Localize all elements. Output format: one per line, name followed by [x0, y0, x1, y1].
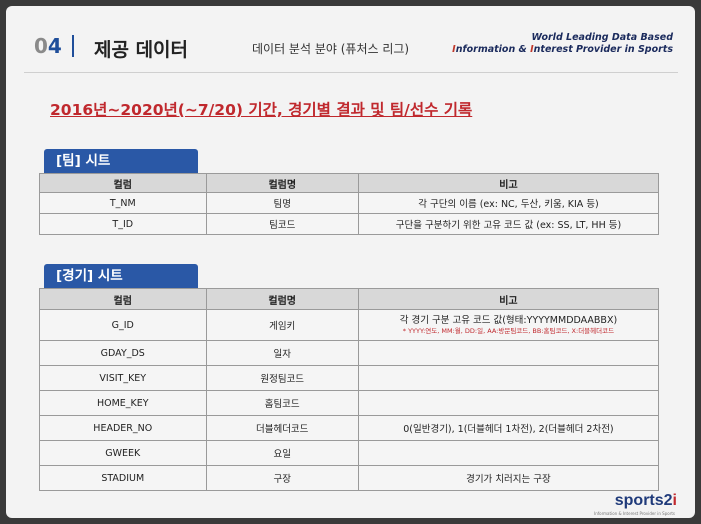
- table-row: T_ID 팀코드 구단을 구분하기 위한 고유 코드 값 (ex: SS, LT…: [39, 213, 660, 235]
- header-rule: [24, 72, 678, 73]
- cell-name: 홈팀코드: [205, 390, 359, 416]
- game-sheet-table: 컬럼 컬럼명 비고 G_ID 게임키 각 경기 구분 고유 코드 값(형태:YY…: [39, 288, 660, 491]
- cell-note: [357, 440, 660, 466]
- section-heading: 2016년~2020년(~7/20) 기간, 경기별 결과 및 팀/선수 기록: [50, 101, 473, 119]
- cell-note: 각 경기 구분 고유 코드 값(형태:YYYYMMDDAABBX) * YYYY…: [357, 309, 660, 341]
- column-header: 컬럼: [39, 288, 207, 310]
- table-row: G_ID 게임키 각 경기 구분 고유 코드 값(형태:YYYYMMDDAABB…: [39, 309, 660, 341]
- column-header: 컬럼명: [205, 288, 359, 310]
- cell-column: GWEEK: [39, 440, 207, 466]
- cell-note: [357, 340, 660, 366]
- table-row: GWEEK 요일: [39, 440, 660, 466]
- cell-name: 원정팀코드: [205, 365, 359, 391]
- team-sheet-tab: [팀] 시트: [44, 149, 198, 173]
- column-header: 컬럼명: [205, 173, 359, 193]
- cell-column: STADIUM: [39, 465, 207, 491]
- cell-column: HOME_KEY: [39, 390, 207, 416]
- cell-name: 요일: [205, 440, 359, 466]
- game-sheet-tab: [경기] 시트: [44, 264, 198, 288]
- column-header: 비고: [357, 173, 660, 193]
- page-subtitle: 데이터 분석 분야 (퓨처스 리그): [252, 42, 410, 56]
- cell-name: 팀명: [205, 192, 359, 214]
- cell-name: 일자: [205, 340, 359, 366]
- slide-header: 04 제공 데이터 데이터 분석 분야 (퓨처스 리그) World Leadi…: [6, 6, 695, 74]
- table-row: VISIT_KEY 원정팀코드: [39, 365, 660, 391]
- cell-name: 구장: [205, 465, 359, 491]
- tagline-initial-2: I: [530, 44, 534, 55]
- cell-note: 구단을 구분하기 위한 고유 코드 값 (ex: SS, LT, HH 등): [357, 213, 660, 235]
- section-number: 04: [34, 34, 62, 58]
- logo-text: sports2: [614, 492, 673, 509]
- tagline-word-1: nformation &: [455, 44, 531, 55]
- header-divider: [72, 35, 74, 57]
- sports2i-logo: sports2i: [615, 492, 677, 510]
- cell-column: VISIT_KEY: [39, 365, 207, 391]
- column-header: 컬럼: [39, 173, 207, 193]
- cell-column: T_ID: [39, 213, 207, 235]
- section-number-value: 4: [47, 34, 62, 58]
- table-row: HEADER_NO 더블헤더코드 0(일반경기), 1(더블헤더 1차전), 2…: [39, 415, 660, 441]
- page-title: 제공 데이터: [94, 39, 189, 61]
- cell-column: T_NM: [39, 192, 207, 214]
- cell-name: 게임키: [205, 309, 359, 341]
- cell-column: HEADER_NO: [39, 415, 207, 441]
- cell-name: 더블헤더코드: [205, 415, 359, 441]
- tagline-line-2: Information & Interest Provider in Sport…: [452, 44, 673, 56]
- team-sheet-table: 컬럼 컬럼명 비고 T_NM 팀명 각 구단의 이름 (ex: NC, 두산, …: [39, 173, 660, 235]
- table-row: HOME_KEY 홈팀코드: [39, 390, 660, 416]
- cell-note: 0(일반경기), 1(더블헤더 1차전), 2(더블헤더 2차전): [357, 415, 660, 441]
- gid-note-main: 각 경기 구분 고유 코드 값(형태:YYYYMMDDAABBX): [399, 314, 618, 326]
- cell-column: GDAY_DS: [39, 340, 207, 366]
- section-number-prefix: 0: [34, 34, 48, 58]
- table-row: STADIUM 구장 경기가 치러지는 구장: [39, 465, 660, 491]
- cell-note: 각 구단의 이름 (ex: NC, 두산, 키움, KIA 등): [357, 192, 660, 214]
- gid-note-detail: * YYYY:연도, MM:월, DD:일, AA:방문팀코드, BB:홈팀코드…: [402, 326, 615, 335]
- table-header-row: 컬럼 컬럼명 비고: [39, 288, 660, 310]
- cell-note: [357, 365, 660, 391]
- cell-column: G_ID: [39, 309, 207, 341]
- table-row: GDAY_DS 일자: [39, 340, 660, 366]
- column-header: 비고: [357, 288, 660, 310]
- logo-subtitle: Information & Interest Provider in Sport…: [594, 511, 675, 516]
- company-tagline: World Leading Data Based Information & I…: [452, 32, 673, 56]
- cell-note: [357, 390, 660, 416]
- tagline-line-1: World Leading Data Based: [531, 32, 673, 43]
- tagline-word-2: nterest Provider in Sports: [533, 44, 673, 55]
- cell-name: 팀코드: [205, 213, 359, 235]
- slide: 04 제공 데이터 데이터 분석 분야 (퓨처스 리그) World Leadi…: [6, 6, 695, 518]
- table-header-row: 컬럼 컬럼명 비고: [39, 173, 660, 193]
- cell-note: 경기가 치러지는 구장: [357, 465, 660, 491]
- tagline-initial-1: I: [452, 44, 456, 55]
- table-row: T_NM 팀명 각 구단의 이름 (ex: NC, 두산, 키움, KIA 등): [39, 192, 660, 214]
- logo-accent: i: [672, 492, 677, 509]
